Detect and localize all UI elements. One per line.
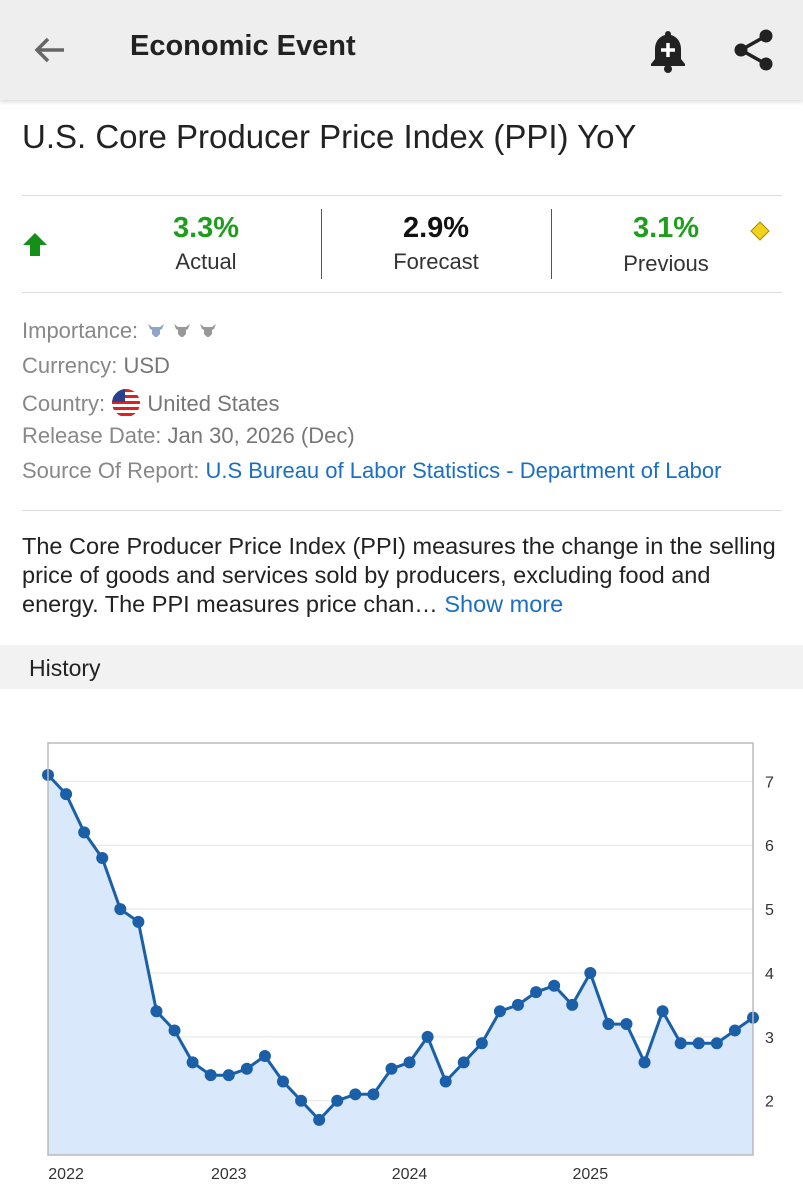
divider (551, 209, 552, 279)
x-tick-label: 2022 (48, 1166, 84, 1183)
data-point (331, 1094, 344, 1107)
history-header (0, 645, 803, 689)
currency-label: Currency: (22, 353, 118, 378)
importance-row: Importance: (22, 318, 224, 344)
actual-stat: 3.3% Actual (91, 212, 321, 275)
data-point (132, 915, 145, 928)
data-point (602, 1018, 615, 1031)
currency-row: Currency: USD (22, 353, 170, 379)
country-label: Country: (22, 391, 106, 416)
data-point (512, 998, 524, 1011)
y-tick-label: 3 (765, 1030, 774, 1047)
source-row: Source Of Report: U.S Bureau of Labor St… (22, 458, 721, 484)
data-point (186, 1056, 199, 1069)
data-point (240, 1062, 253, 1075)
separator (22, 510, 782, 511)
country-value: United States (147, 391, 280, 416)
y-tick-label: 4 (765, 966, 774, 983)
description: The Core Producer Price Index (PPI) meas… (22, 532, 782, 619)
event-title: U.S. Core Producer Price Index (PPI) YoY (22, 118, 637, 155)
forecast-label: Forecast (393, 249, 479, 274)
description-text: The Core Producer Price Index (PPI) meas… (22, 533, 776, 617)
importance-label: Importance: (22, 318, 139, 343)
importance-icons (148, 324, 217, 337)
previous-stat: 3.1% Previous (551, 212, 781, 277)
y-tick-label: 7 (765, 774, 774, 791)
data-point (403, 1056, 416, 1069)
show-more-link[interactable]: Show more (444, 591, 564, 617)
previous-label: Previous (623, 251, 709, 276)
history-chart: 2 3 4 5 6 7 2022 2023 2024 2025 (42, 742, 774, 1183)
alert-button[interactable] (646, 28, 690, 74)
data-point (457, 1056, 470, 1069)
currency-value: USD (123, 353, 170, 378)
data-point (566, 998, 579, 1011)
data-point (258, 1049, 271, 1062)
data-point (168, 1024, 181, 1037)
x-tick-label: 2023 (211, 1166, 247, 1183)
plot-frame (47, 742, 754, 1156)
data-point (385, 1062, 398, 1075)
release-date-row: Release Date: Jan 30, 2026 (Dec) (22, 423, 355, 449)
data-point (204, 1069, 217, 1082)
source-link[interactable]: U.S Bureau of Labor Statistics - Departm… (205, 458, 722, 483)
release-date-value: Jan 30, 2026 (Dec) (167, 423, 355, 448)
y-tick-label: 6 (765, 838, 774, 855)
data-point (439, 1075, 452, 1088)
data-point (710, 1037, 723, 1050)
x-tick-label: 2025 (573, 1166, 609, 1183)
data-point (277, 1075, 289, 1088)
data-point (295, 1094, 308, 1107)
data-point (421, 1030, 434, 1043)
revision-icon (750, 221, 770, 241)
separator (22, 195, 782, 196)
us-flag (112, 389, 141, 417)
data-point (493, 1005, 506, 1018)
x-tick-label: 2024 (392, 1166, 428, 1183)
area (48, 774, 753, 1155)
history-title: History (29, 655, 101, 681)
actual-value: 3.3% (172, 212, 240, 244)
data-point (60, 788, 73, 801)
data-point (620, 1018, 633, 1031)
data-point (475, 1037, 488, 1050)
back-button[interactable] (30, 30, 70, 70)
forecast-value: 2.9% (402, 212, 470, 244)
data-point (638, 1056, 651, 1069)
y-tick-label: 5 (765, 902, 774, 919)
data-point (656, 1005, 669, 1018)
data-point (96, 851, 109, 864)
share-button[interactable] (732, 28, 776, 72)
data-point (728, 1024, 741, 1037)
data-point (674, 1037, 687, 1050)
separator (22, 292, 782, 293)
divider (321, 209, 322, 279)
line (46, 773, 754, 1122)
data-point (222, 1069, 235, 1082)
app-bar: Economic Event (0, 0, 803, 100)
up-arrow-icon (23, 233, 47, 256)
release-date-label: Release Date: (22, 423, 162, 448)
data-point (114, 903, 127, 916)
data-point (349, 1088, 362, 1101)
previous-value: 3.1% (632, 212, 700, 244)
country-row: Country: United States (22, 388, 279, 418)
y-tick-label: 2 (765, 1094, 774, 1111)
data-point (367, 1088, 380, 1101)
actual-label: Actual (175, 249, 237, 274)
data-point (78, 826, 91, 839)
forecast-stat: 2.9% Forecast (321, 212, 551, 275)
data-point (584, 966, 597, 979)
source-label: Source Of Report: (22, 458, 200, 483)
app-bar-title: Economic Event (130, 30, 356, 62)
data-point (530, 986, 543, 999)
data-point (313, 1113, 326, 1126)
data-point (150, 1005, 163, 1018)
data-point (692, 1037, 705, 1050)
data-point (548, 979, 561, 992)
